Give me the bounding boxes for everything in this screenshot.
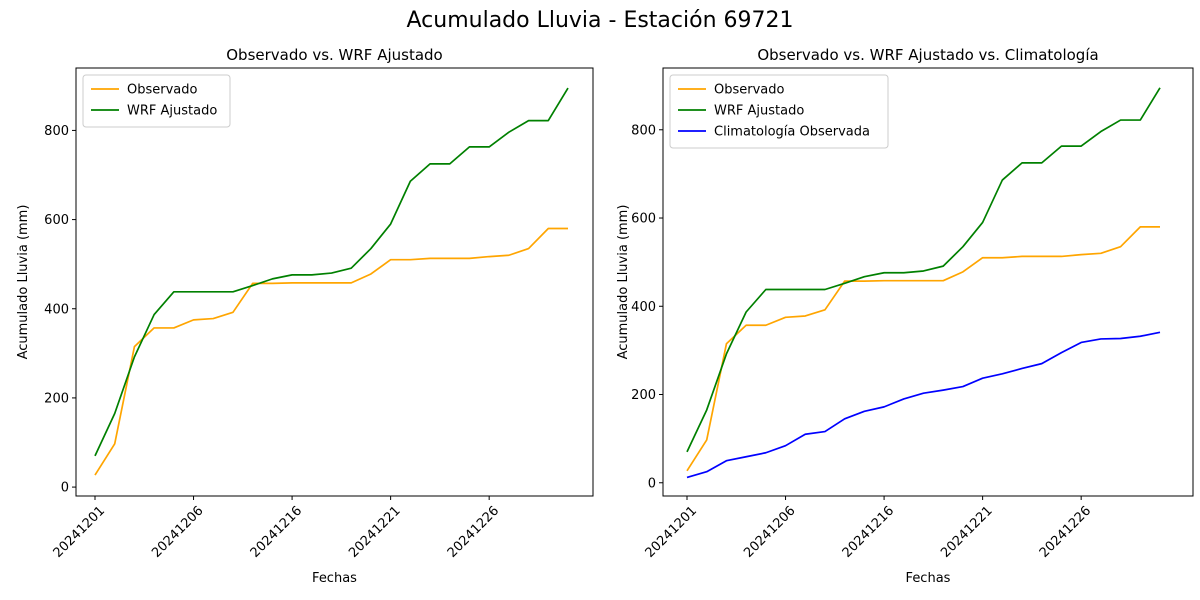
legend: Observado WRF Ajustado Climatología Observ… [669,74,889,149]
x-tick-label: 20241206 [149,503,206,560]
y-tick-label: 400 [631,300,656,315]
y-tick-label: 400 [44,302,69,317]
x-tick-label: 20241206 [741,503,798,560]
y-axis-label: Acumulado Lluvia (mm) [16,205,31,360]
y-tick-label: 0 [61,481,69,496]
legend-label-wrf-ajustado: WRF Ajustado [714,104,804,119]
series-line-climatologia-observada [686,331,1161,479]
y-tick-label: 200 [631,388,656,403]
y-tick-label: 600 [44,213,69,228]
x-tick-label: 20241226 [1037,503,1094,560]
legend-box [82,74,231,128]
figure-title: Acumulado Lluvia - Estación 69721 [406,8,794,33]
y-tick-label: 800 [631,123,656,138]
x-tick-label: 20241201 [643,503,700,560]
x-axis-label: Fechas [906,571,951,586]
series-line-observado [94,227,568,476]
chart-observado-vs-wrf: Observado vs. WRF Ajustado 0 200 400 600 800 2… [16,46,594,586]
legend-label-climatologia-observada: Climatología Observada [714,125,870,140]
plot-frame [75,67,594,497]
chart-observado-vs-wrf-vs-climatologia: Observado vs. WRF Ajustado vs. Climatolo… [616,46,1194,586]
plot-frame [662,67,1194,497]
x-axis-label: Fechas [312,571,357,586]
legend-label-wrf-ajustado: WRF Ajustado [127,104,217,119]
x-tick-label: 20241221 [938,503,995,560]
y-tick-label: 0 [648,476,656,491]
x-tick-label: 20241216 [248,503,305,560]
x-tick-label: 20241221 [346,503,403,560]
legend-label-observado: Observado [714,83,785,98]
x-tick-label: 20241201 [51,503,108,560]
y-tick-label: 800 [44,124,69,139]
x-tick-label: 20241226 [445,503,502,560]
subplot-title: Observado vs. WRF Ajustado [226,46,442,64]
y-tick-label: 200 [44,391,69,406]
y-tick-label: 600 [631,212,656,227]
series-line-observado [686,226,1160,472]
y-axis-label: Acumulado Lluvia (mm) [616,205,631,360]
subplot-title: Observado vs. WRF Ajustado vs. Climatolo… [757,46,1098,64]
legend-label-observado: Observado [127,83,198,98]
x-tick-label: 20241216 [840,503,897,560]
legend: Observado WRF Ajustado [82,74,231,128]
series-line-wrf-ajustado [94,87,569,457]
legend-box [669,74,889,149]
